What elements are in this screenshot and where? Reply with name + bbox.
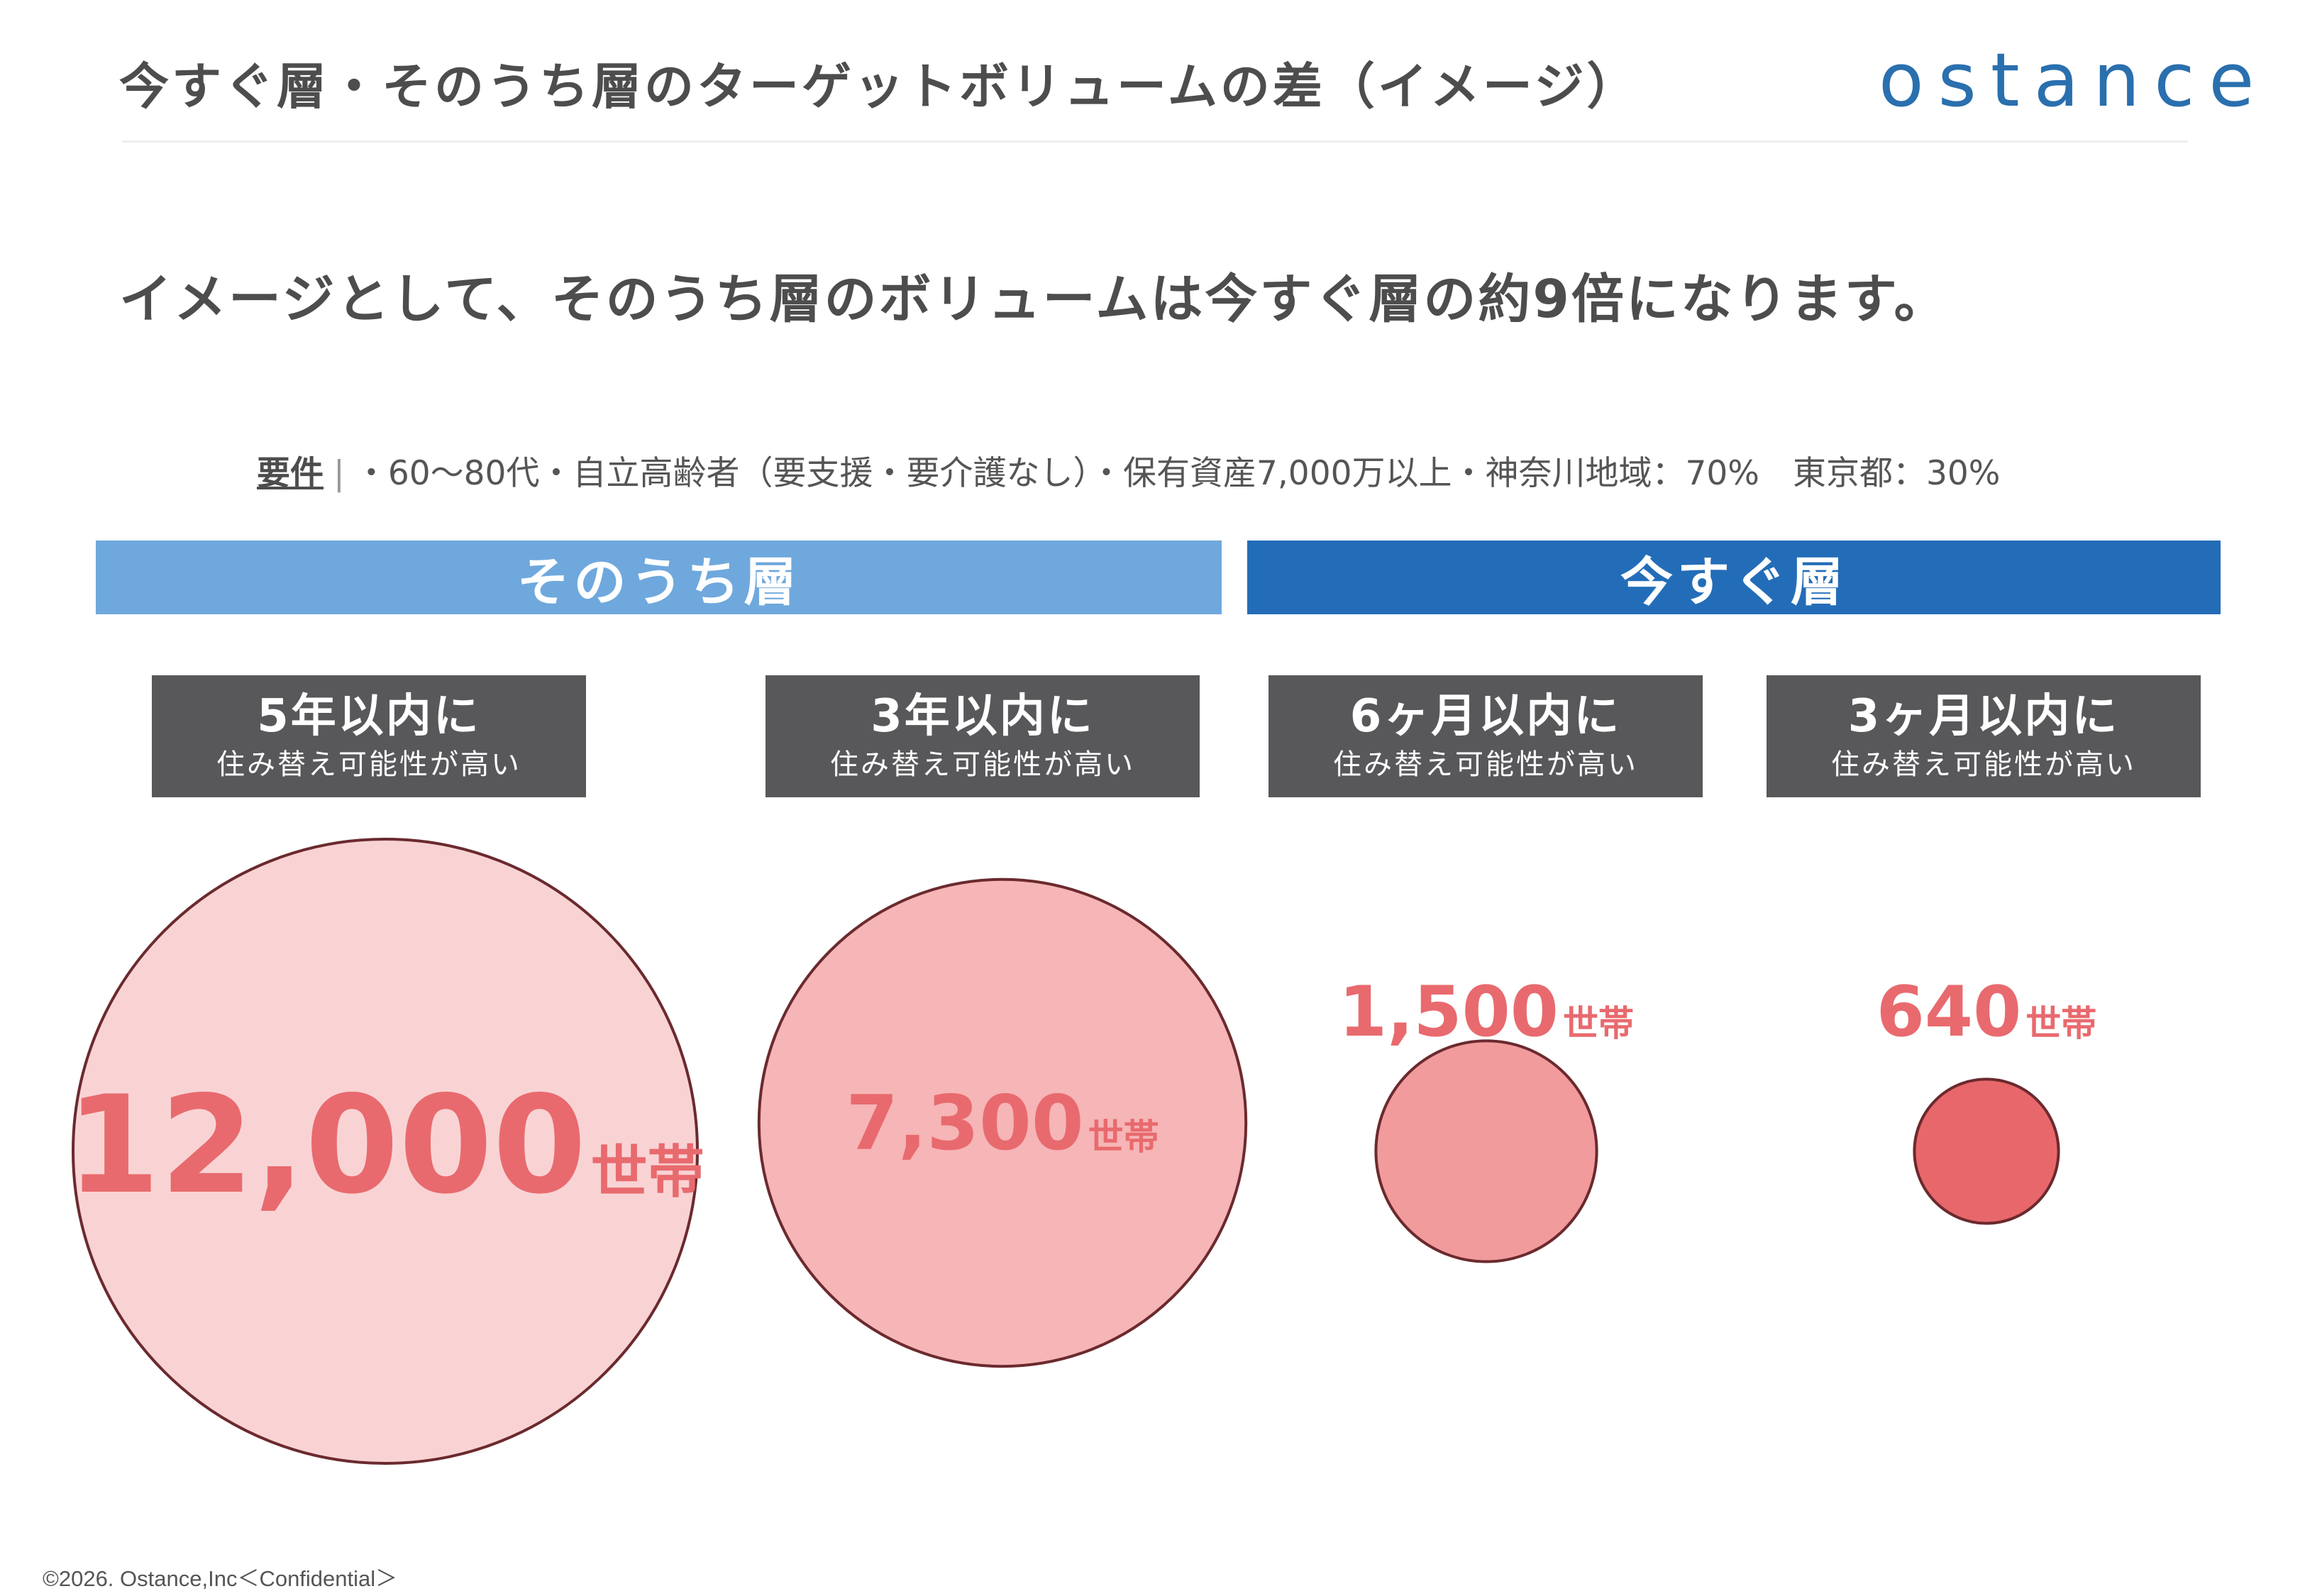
group-band-later: そのうち層 xyxy=(96,541,1222,614)
requirements-line: 要件 | ・60～80代・自立高齢者（要支援・要介護なし）・保有資産7,000万以上… xyxy=(257,445,2000,494)
group-band-now: 今すぐ層 xyxy=(1247,541,2221,614)
category-sub: 住み替え可能性が高い xyxy=(216,748,521,781)
category-sub: 住み替え可能性が高い xyxy=(1333,748,1638,781)
requirements-separator: | xyxy=(333,454,345,493)
headline: イメージとして、そのうち層のボリュームは今すぐ層の約9倍になります。 xyxy=(119,269,1949,330)
page-title: 今すぐ層・そのうち層のターゲットボリュームの差（イメージ） xyxy=(119,57,1640,116)
footer-copyright: ©2026. Ostance,Inc＜Confidential＞ xyxy=(43,1566,398,1591)
category-sub: 住み替え可能性が高い xyxy=(1831,748,2136,781)
category-head: 3年以内に xyxy=(870,690,1095,743)
title-divider xyxy=(122,140,2188,143)
requirements-label: 要件 xyxy=(257,454,324,493)
bubble-value-label-3: 640 世帯 xyxy=(1876,972,2097,1053)
category-head: 3ヶ月以内に xyxy=(1847,690,2120,743)
category-head: 5年以内に xyxy=(257,690,481,743)
category-sub: 住み替え可能性が高い xyxy=(830,748,1135,781)
bubble-1 xyxy=(757,877,1248,1368)
bubble-value-label-2: 1,500 世帯 xyxy=(1339,972,1634,1053)
category-box-6-months: 6ヶ月以内に 住み替え可能性が高い xyxy=(1268,675,1703,797)
bubble-value-label-0: 12,000世帯 xyxy=(66,1067,704,1224)
category-box-3-years: 3年以内に 住み替え可能性が高い xyxy=(765,675,1200,797)
category-head: 6ヶ月以内に xyxy=(1349,690,1622,743)
category-box-5-years: 5年以内に 住み替え可能性が高い xyxy=(152,675,586,797)
bubble-3 xyxy=(1913,1077,2060,1225)
ostance-logo: ostance xyxy=(1879,37,2269,123)
bubble-value-label-1: 7,300 世帯 xyxy=(846,1080,1159,1167)
requirements-text: ・60～80代・自立高齢者（要支援・要介護なし）・保有資産7,000万以上・神奈… xyxy=(354,454,2001,493)
bubble-0 xyxy=(72,838,699,1465)
bubble-2 xyxy=(1374,1039,1598,1263)
category-box-3-months: 3ヶ月以内に 住み替え可能性が高い xyxy=(1767,675,2201,797)
